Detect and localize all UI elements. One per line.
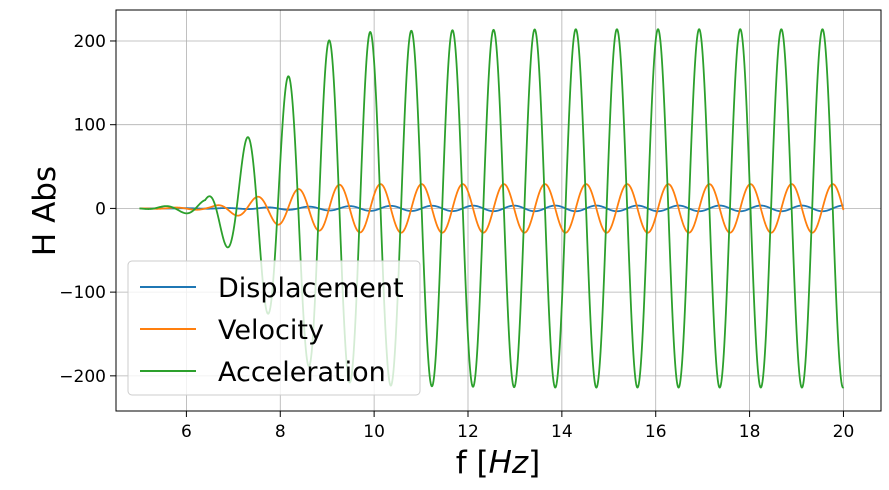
x-tick-label: 20 — [833, 422, 855, 442]
plot-frame — [115, 9, 882, 412]
ticks: 6 8 10 12 14 16 18 20 −200 −100 0 100 200 — [59, 32, 854, 442]
x-axis-label-main: f — [456, 445, 468, 481]
displacement-legend-label: Displacement — [218, 273, 404, 304]
y-tick-label: 100 — [74, 116, 106, 136]
x-tick-label: 18 — [739, 422, 761, 442]
y-tick-label: 0 — [95, 199, 106, 219]
x-tick-label: 14 — [551, 422, 573, 442]
x-tick-label: 10 — [363, 422, 385, 442]
x-tick-label: 6 — [181, 422, 192, 442]
legend: Displacement Velocity Acceleration — [127, 260, 421, 396]
y-tick-label: −200 — [59, 367, 106, 387]
acceleration-series-line — [139, 28, 845, 389]
x-axis-label-unit: Hz — [489, 445, 529, 481]
y-tick-label: −100 — [59, 283, 106, 303]
y-axis-label: H Abs — [27, 166, 63, 256]
x-tick-label: 12 — [457, 422, 479, 442]
acceleration-legend-label: Acceleration — [218, 357, 386, 388]
legend-box — [127, 260, 421, 396]
x-axis-label: f [Hz] — [456, 445, 541, 481]
y-tick-label: 200 — [74, 32, 106, 52]
velocity-legend-label: Velocity — [218, 315, 324, 346]
series-layer — [139, 28, 845, 389]
x-tick-label: 8 — [275, 422, 286, 442]
x-tick-label: 16 — [645, 422, 667, 442]
